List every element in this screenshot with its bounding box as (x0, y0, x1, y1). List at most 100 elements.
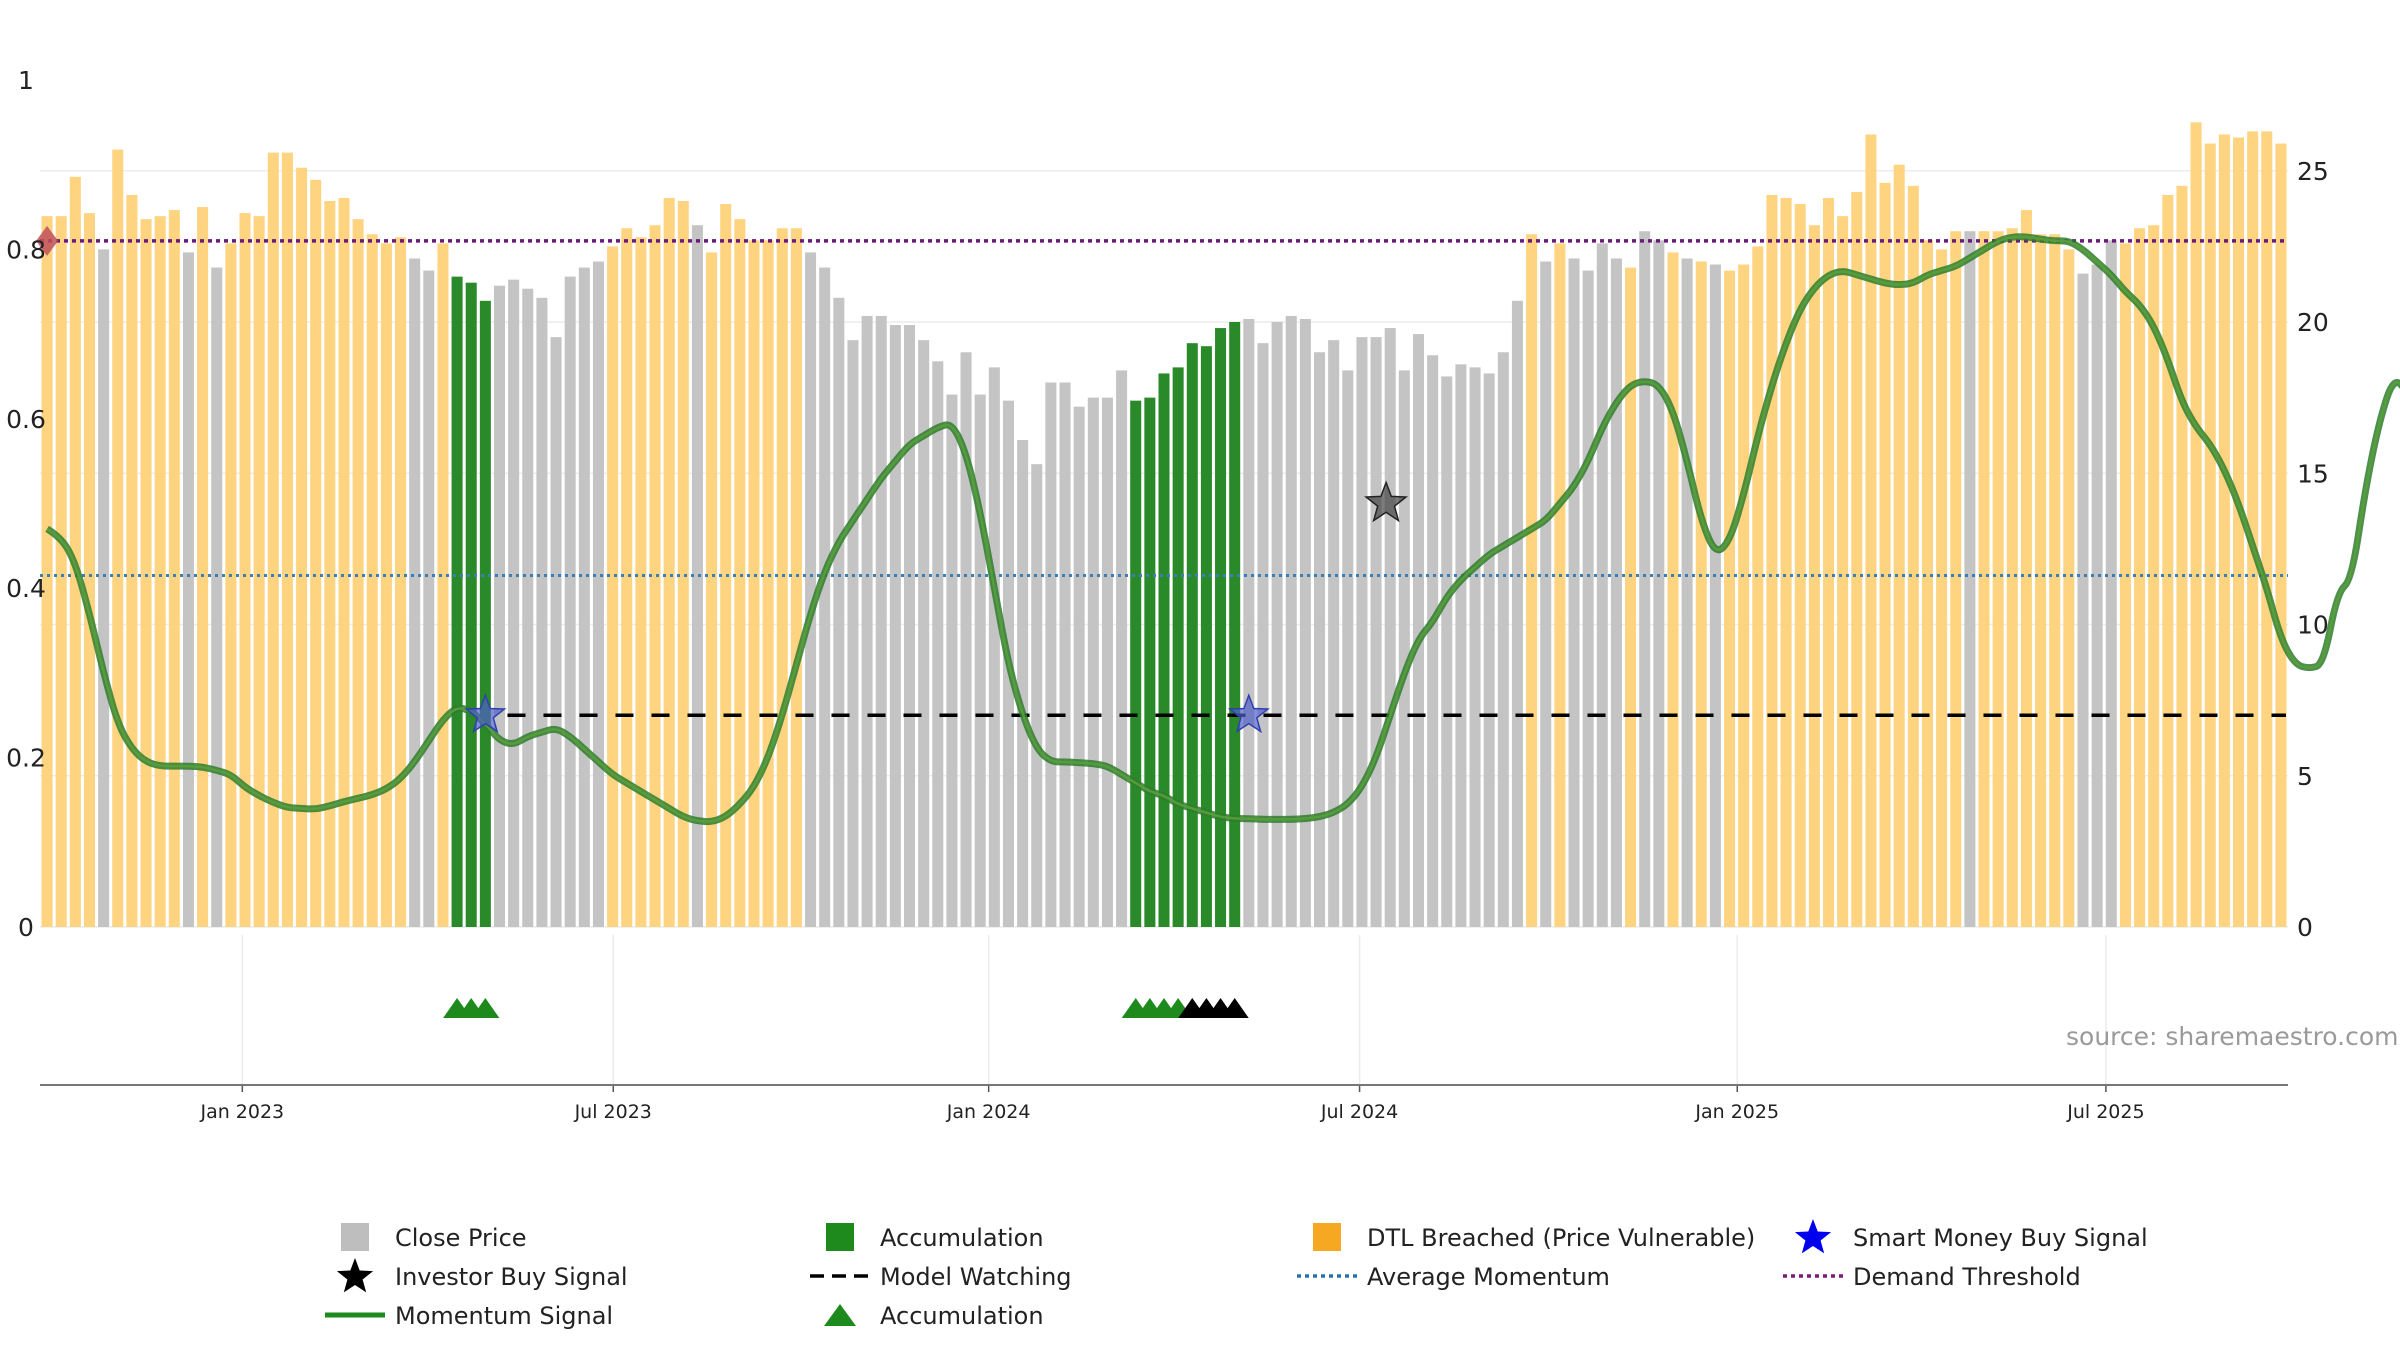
bar (2218, 134, 2230, 927)
bar (1172, 367, 1184, 927)
bar (847, 340, 859, 927)
bar (1130, 400, 1142, 927)
bar (366, 234, 378, 927)
bar (550, 337, 562, 927)
y-right-tick-label: 25 (2297, 157, 2329, 186)
bar (1370, 337, 1382, 927)
bar (1822, 197, 1835, 928)
bar (197, 207, 209, 928)
bar (2247, 131, 2259, 928)
bar (1101, 397, 1113, 927)
bar (663, 197, 675, 928)
bar (1285, 315, 1297, 927)
bar (1356, 337, 1368, 927)
bar (1780, 197, 1792, 928)
bar (1526, 234, 1538, 927)
bar (182, 252, 194, 928)
smart-money-buy-signal-star (1227, 693, 1270, 734)
bar (720, 204, 732, 927)
bar (1412, 334, 1425, 928)
demand-threshold-marker (36, 225, 59, 256)
bar (380, 243, 392, 928)
bar (2049, 234, 2061, 927)
legend-item: Momentum Signal (325, 1302, 613, 1330)
bar (154, 216, 166, 927)
bar (1031, 464, 1043, 927)
legend-item: Model Watching (810, 1263, 1072, 1291)
legend-label: Model Watching (880, 1263, 1072, 1291)
bar (1582, 270, 1594, 927)
bar (211, 267, 223, 927)
bar (1271, 322, 1283, 927)
bar (2091, 264, 2103, 927)
bar (168, 210, 180, 927)
bar (734, 219, 746, 927)
legend-label: DTL Breached (Price Vulnerable) (1367, 1224, 1755, 1252)
bar (918, 340, 930, 927)
y-right-tick-label: 20 (2297, 308, 2329, 337)
x-tick-label: Jan 2023 (199, 1101, 284, 1123)
bar (1992, 231, 2004, 927)
bar (1158, 373, 1170, 927)
bar (833, 297, 845, 927)
reference-lines (36, 225, 2288, 717)
bar (2233, 137, 2245, 928)
bar (1229, 322, 1241, 927)
legend-label: Close Price (395, 1224, 527, 1252)
bar (2148, 225, 2160, 927)
bar (1610, 258, 1622, 928)
bar (946, 394, 958, 928)
bar (1299, 318, 1311, 928)
legend-label: Momentum Signal (395, 1302, 613, 1330)
bar (409, 258, 421, 928)
bar (1554, 243, 1566, 928)
bar (2261, 131, 2273, 928)
bar-series (41, 122, 2287, 928)
bar (1667, 252, 1679, 928)
legend-item: Average Momentum (1297, 1263, 1610, 1291)
bar (1455, 364, 1467, 928)
bar (1342, 370, 1354, 927)
bar (253, 216, 265, 927)
x-tick-label: Jan 2024 (946, 1101, 1031, 1123)
bar (1087, 397, 1099, 927)
bar (1427, 355, 1439, 927)
legend-label: Investor Buy Signal (395, 1263, 628, 1291)
legend-item: Close Price (341, 1223, 527, 1252)
bar (1017, 439, 1029, 927)
accumulation-triangle (471, 998, 500, 1018)
legend: Close Price Accumulation DTL Breached (Pri… (325, 1219, 2148, 1330)
bar (2190, 122, 2202, 928)
bar (2105, 240, 2117, 927)
bar (1625, 267, 1637, 927)
bar (1893, 164, 1905, 927)
legend-item: Accumulation (826, 1223, 1044, 1252)
bar (352, 219, 364, 927)
bar (324, 201, 336, 927)
bar (1483, 373, 1495, 927)
bar (960, 352, 972, 927)
bar (2176, 185, 2188, 927)
bar (1936, 249, 1948, 927)
bar (1681, 258, 1693, 928)
legend-label: Average Momentum (1367, 1263, 1610, 1291)
bar (296, 167, 308, 928)
bar (1709, 264, 1721, 927)
bar (1653, 240, 1665, 927)
x-tick-label: Jul 2023 (574, 1101, 652, 1123)
bar (875, 315, 887, 927)
investor-buy-signal-star (1364, 480, 1409, 523)
bar (578, 267, 590, 927)
bar (1144, 397, 1156, 927)
bar (762, 240, 774, 927)
bar (1964, 231, 1976, 927)
bar (83, 213, 95, 928)
bar (592, 261, 604, 927)
bar (1851, 191, 1863, 928)
legend-star-icon (1794, 1219, 1832, 1254)
bar (1497, 352, 1509, 927)
bar (1243, 318, 1255, 928)
legend-item: Accumulation (824, 1302, 1044, 1330)
bar (1837, 216, 1849, 927)
bar (1794, 204, 1806, 927)
